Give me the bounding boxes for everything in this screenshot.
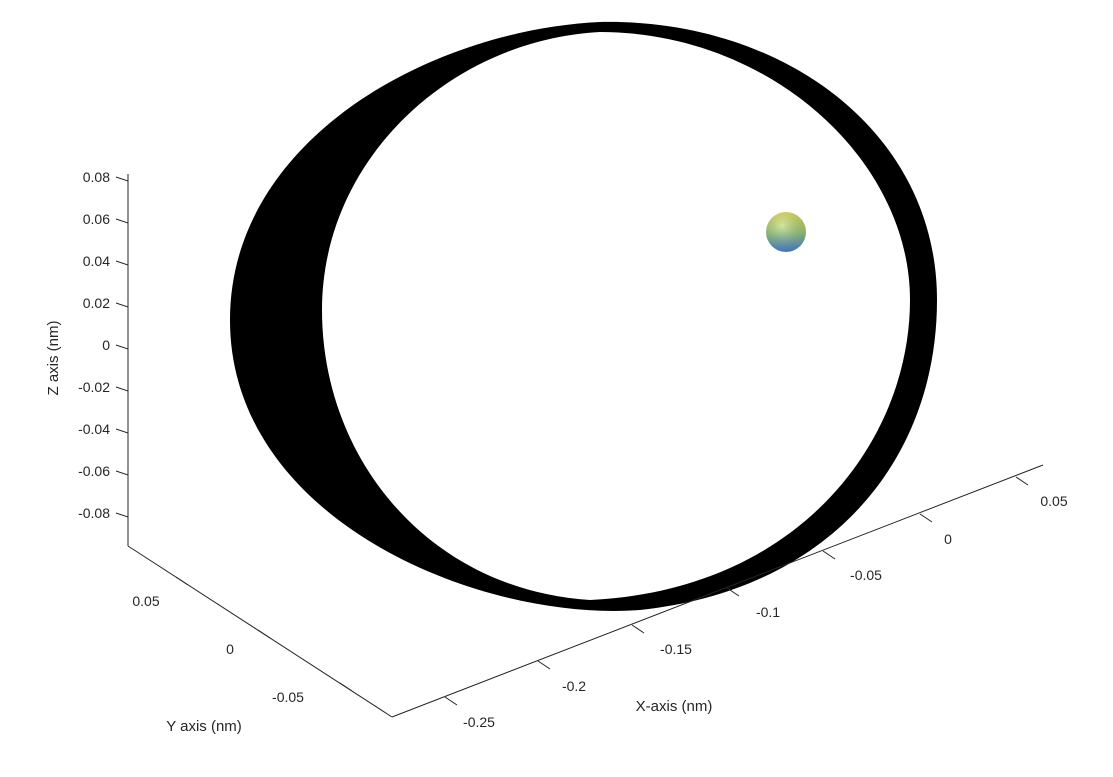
z-tick [115,302,129,308]
x-tick-label: 0 [944,531,952,547]
x-axis-label: X-axis (nm) [636,698,713,715]
x-axis: -0.25 -0.2 -0.15 -0.1 -0.05 0 0.05 X-axis (nm) [391,464,1068,730]
x-tick [631,624,645,634]
x-tick-label: -0.25 [463,714,495,730]
y-tick [339,682,353,692]
z-tick-label: 0 [102,337,110,353]
x-tick-label: -0.2 [562,678,586,694]
z-tick [115,428,129,434]
x-tick [919,513,933,523]
z-tick-label: -0.04 [78,421,110,437]
y-tick [175,576,189,586]
z-axis-label: Z axis (nm) [45,320,62,395]
sphere-marker [766,212,806,252]
y-tick-label: 0.05 [132,593,159,609]
z-tick-label: -0.06 [78,463,110,479]
y-axis-label: Y axis (nm) [166,718,242,735]
x-tick [444,696,458,706]
x-tick [537,660,551,670]
y-tick-label: 0 [226,641,234,657]
x-tick-label: -0.05 [850,567,882,583]
z-tick [115,512,129,518]
z-tick [115,218,129,224]
orbit-trajectory [230,21,937,611]
y-tick-label: -0.05 [272,689,304,705]
z-tick [115,176,129,182]
y-axis: 0.05 0 -0.05 Y axis (nm) [127,545,393,735]
x-tick [1015,476,1029,486]
z-tick-label: 0.04 [83,253,110,269]
x-tick [726,587,740,597]
x-tick-label: -0.15 [660,641,692,657]
x-tick [822,550,836,560]
z-tick [115,386,129,392]
x-tick-label: 0.05 [1040,493,1067,509]
z-tick-label: -0.08 [78,505,110,521]
z-tick-label: 0.08 [83,169,110,185]
z-tick-label: -0.02 [78,379,110,395]
x-tick-label: -0.1 [756,604,780,620]
z-tick-label: 0.02 [83,295,110,311]
z-tick [115,344,129,350]
z-tick [115,470,129,476]
y-tick [257,629,271,639]
z-tick [115,260,129,266]
z-tick-label: 0.06 [83,211,110,227]
z-axis: 0.08 0.06 0.04 0.02 0 -0.02 -0.04 -0.06 -0.08 Z … [45,169,129,546]
